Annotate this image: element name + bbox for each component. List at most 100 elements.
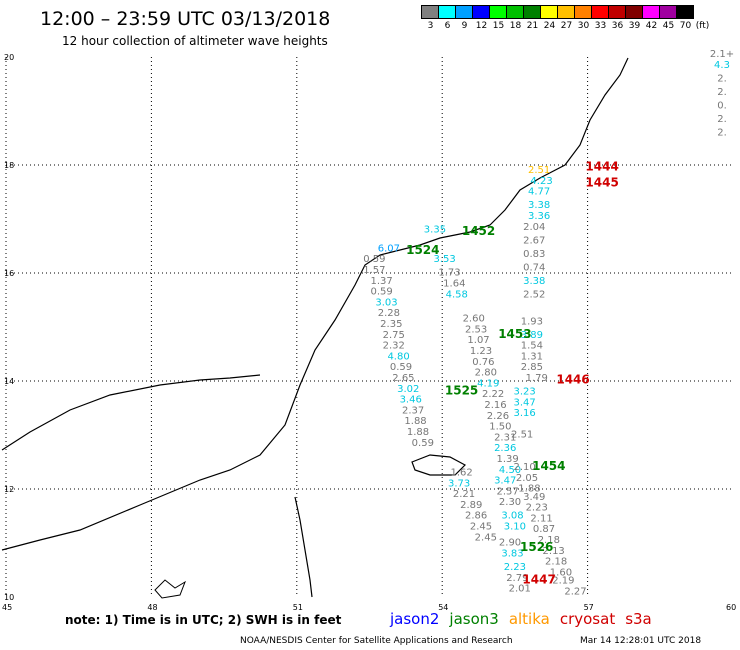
swh-reading: 3.35 [424, 225, 446, 236]
legend-label: 36 [611, 21, 624, 31]
pass-time-label: 1524 [406, 243, 439, 257]
satellite-name-s3a: s3a [625, 610, 652, 628]
swh-reading: 2.30 [499, 497, 521, 508]
swh-reading: 3.89 [521, 330, 543, 341]
footer-note: note: 1) Time is in UTC; 2) SWH is in fe… [65, 613, 342, 627]
swh-reading: 1.07 [467, 335, 489, 346]
swh-reading: 2.22 [482, 389, 504, 400]
swh-reading: 3.02 [397, 384, 419, 395]
swh-reading: 4.77 [528, 187, 550, 198]
swh-reading: 2. [717, 87, 727, 98]
swh-reading: 3.53 [433, 254, 455, 265]
lat-tick-label: 20 [4, 53, 14, 62]
swh-reading: 2.80 [475, 368, 497, 379]
lat-tick-label: 10 [4, 593, 14, 602]
legend-label: 39 [628, 21, 641, 31]
swh-reading: 4.19 [477, 378, 499, 389]
swh-reading: 2.45 [470, 522, 492, 533]
map-subtitle: 12 hour collection of altimeter wave hei… [62, 34, 328, 48]
pass-time-label: 1446 [556, 373, 589, 387]
legend-labels: 3 6 9 12 15 18 21 24 27 30 33 36 39 42 45 70 (ft) [422, 21, 711, 31]
swh-reading: 1.79 [526, 373, 548, 384]
satellite-name-jason2: jason2 [390, 610, 440, 628]
swh-reading: 2.45 [475, 532, 497, 543]
swh-reading: 2.18 [545, 557, 567, 568]
swh-reading: 0.59 [390, 362, 412, 373]
swh-reading: 0.87 [533, 524, 555, 535]
swh-reading: 0.59 [363, 254, 385, 265]
swh-reading: 2.32 [383, 341, 405, 352]
swh-reading: 2.31 [494, 432, 516, 443]
legend-label: 27 [560, 21, 573, 31]
legend-swatch [676, 5, 694, 19]
legend-label: 6 [444, 21, 451, 31]
legend-label: 30 [577, 21, 590, 31]
swh-reading: 4.58 [446, 289, 468, 300]
swh-reading: 3.46 [400, 395, 422, 406]
swh-reading: 3.73 [448, 478, 470, 489]
swh-reading: 2.75 [383, 330, 405, 341]
swh-reading: 4.23 [530, 176, 552, 187]
legend-color-bar [421, 5, 711, 19]
swh-reading: 2.10 [513, 462, 535, 473]
swh-reading: 2.26 [487, 411, 509, 422]
swh-reading: 0. [717, 100, 727, 111]
swh-reading: 0.59 [370, 287, 392, 298]
swh-reading: 1.54 [521, 341, 543, 352]
legend-label: 42 [645, 21, 658, 31]
swh-reading: 2.51 [528, 165, 550, 176]
socotra-island [411, 454, 466, 476]
swh-reading: 1.37 [370, 276, 392, 287]
swh-reading: 0.83 [523, 249, 545, 260]
swh-reading: 2.86 [465, 511, 487, 522]
lat-tick-label: 18 [4, 161, 14, 170]
swh-reading: 2.89 [460, 500, 482, 511]
swh-reading: 3.83 [501, 549, 523, 560]
swh-reading: 2.67 [523, 235, 545, 246]
swh-reading: 1.57 [363, 265, 385, 276]
swh-reading: 2.23 [526, 503, 548, 514]
legend-label: 15 [492, 21, 505, 31]
arabian-coastline [1, 57, 629, 551]
swh-reading: 2.35 [380, 319, 402, 330]
credit-line: NOAA/NESDIS Center for Satellite Applica… [240, 636, 513, 646]
swh-reading: 1.64 [443, 279, 465, 290]
swh-reading: 2.52 [523, 289, 545, 300]
pass-time-label: 1453 [498, 327, 531, 341]
swh-reading: 2.04 [523, 222, 545, 233]
swh-reading: 1.23 [470, 346, 492, 357]
lon-tick-label: 48 [147, 603, 157, 612]
swh-reading: 1.93 [521, 316, 543, 327]
pass-time-label: 1452 [462, 224, 495, 238]
legend-label: 33 [594, 21, 607, 31]
legend-label: 3 [427, 21, 434, 31]
swh-reading: 3.08 [501, 511, 523, 522]
legend-label: 21 [526, 21, 539, 31]
somali-inlet [154, 579, 186, 599]
generation-timestamp: Mar 14 12:28:01 UTC 2018 [580, 636, 702, 646]
legend-label: 18 [509, 21, 522, 31]
african-coastline [1, 374, 261, 451]
swh-reading: 2.60 [463, 314, 485, 325]
swh-reading: 2.79 [506, 573, 528, 584]
swh-reading: 2.85 [521, 362, 543, 373]
legend-label: 70 [679, 21, 692, 31]
swh-readings: 2.514.234.773.383.362.042.670.830.743.38… [363, 49, 734, 597]
pass-labels: 1444 1445 1452 1524 1453 1446 1525 1454 1526 1447 [406, 159, 619, 586]
lon-tick-label: 60 [726, 603, 736, 612]
swh-reading: 2. [717, 114, 727, 125]
satellite-name-cryosat: cryosat [559, 610, 616, 628]
swh-reading: 2.37 [402, 405, 424, 416]
swh-reading: 4.3 [714, 60, 730, 71]
swh-reading: 2.57 [496, 486, 518, 497]
legend-label: 12 [475, 21, 488, 31]
swh-reading: 3.23 [513, 387, 535, 398]
swh-reading: 2.53 [465, 324, 487, 335]
swh-reading: 1.73 [438, 268, 460, 279]
lon-tick-label: 51 [293, 603, 303, 612]
legend-label: 24 [543, 21, 556, 31]
swh-reading: 2.01 [509, 584, 531, 595]
legend-unit: (ft) [695, 21, 710, 31]
swh-reading: 2.11 [530, 513, 552, 524]
